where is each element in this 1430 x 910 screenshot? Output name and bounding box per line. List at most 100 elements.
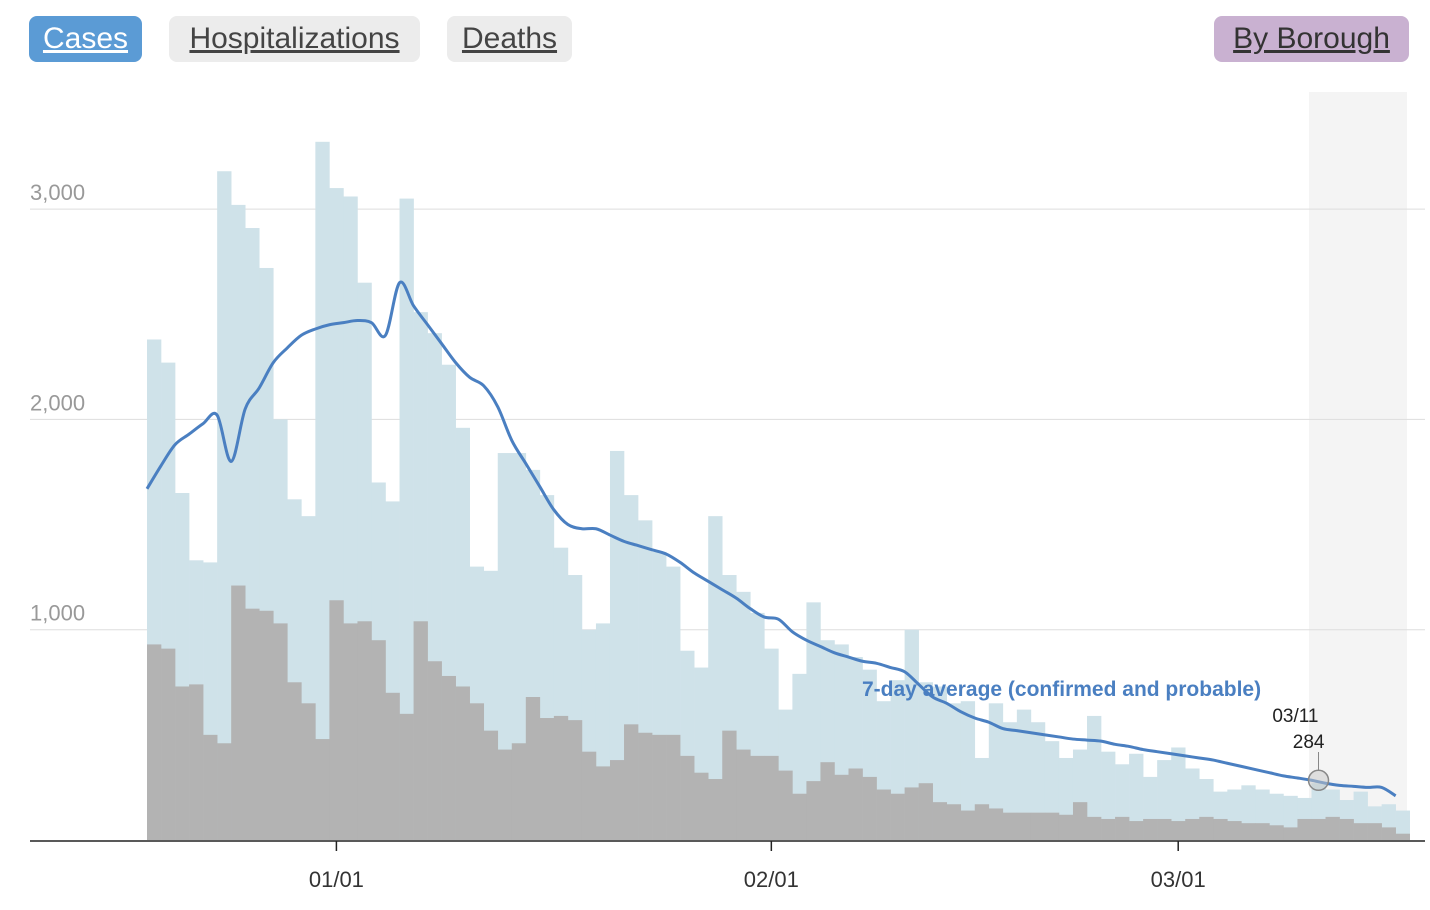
cases-bar <box>988 703 1004 840</box>
hospitalizations-tab-button[interactable]: Hospitalizations <box>169 16 420 62</box>
secondary-bar <box>203 734 218 840</box>
secondary-bar <box>1339 818 1354 840</box>
secondary-bar <box>1241 823 1256 840</box>
secondary-bar <box>175 686 190 840</box>
secondary-bar <box>904 787 919 840</box>
secondary-bar <box>1311 818 1326 840</box>
secondary-bar <box>553 715 569 840</box>
secondary-bar <box>1157 818 1172 840</box>
seven-day-average-line <box>145 280 1397 798</box>
secondary-bar <box>1129 821 1144 840</box>
secondary-bar <box>680 755 695 840</box>
secondary-bar <box>1297 818 1312 840</box>
secondary-bar <box>511 743 527 840</box>
y-tick-label: 3,000 <box>30 180 85 205</box>
hover-value-label: 284 <box>1293 732 1325 753</box>
secondary-bar <box>694 772 709 840</box>
recent-days-band <box>1309 92 1407 840</box>
cases-bar <box>1002 722 1018 840</box>
secondary-bar <box>792 793 807 840</box>
secondary-bar <box>1143 818 1158 840</box>
secondary-bar <box>455 686 470 840</box>
secondary-bar <box>778 770 793 840</box>
secondary-bar <box>1269 825 1284 840</box>
cases-bar <box>1395 810 1410 840</box>
secondary-bar <box>609 760 625 840</box>
secondary-bar <box>343 623 358 840</box>
cases-tab-button[interactable]: Cases <box>29 16 142 62</box>
secondary-bar <box>1325 816 1340 840</box>
secondary-bar <box>1044 812 1060 840</box>
secondary-bar <box>1072 802 1088 840</box>
cases-bar <box>609 450 625 840</box>
secondary-bar <box>624 724 639 840</box>
secondary-bar <box>876 789 891 840</box>
secondary-bar <box>890 793 905 840</box>
secondary-bar <box>638 732 653 840</box>
secondary-bar <box>483 730 499 840</box>
cases-bar <box>708 516 723 840</box>
secondary-bar <box>315 739 330 840</box>
secondary-bar <box>259 610 274 840</box>
cases-bar <box>497 453 513 840</box>
secondary-bar <box>231 585 246 840</box>
secondary-bar <box>1087 816 1102 840</box>
secondary-bar <box>1395 833 1410 840</box>
secondary-bar <box>820 762 835 840</box>
y-tick-label: 1,000 <box>30 601 85 626</box>
secondary-bar <box>862 776 877 840</box>
secondary-bar <box>848 768 863 840</box>
secondary-bar <box>329 600 344 840</box>
seven-day-average-label: 7-day average (confirmed and probable) <box>862 678 1261 701</box>
cases-bar <box>1087 715 1102 840</box>
secondary-bar <box>736 749 751 840</box>
secondary-bar <box>918 783 933 840</box>
secondary-bar <box>932 802 948 840</box>
secondary-bar <box>441 675 456 840</box>
secondary-bar <box>357 621 372 840</box>
secondary-bar <box>189 684 204 840</box>
secondary-bar <box>946 804 962 840</box>
secondary-bar <box>427 661 442 840</box>
secondary-bar <box>1213 818 1228 840</box>
secondary-bar <box>161 648 176 840</box>
secondary-bar <box>385 692 400 840</box>
deaths-tab-button[interactable]: Deaths <box>447 16 572 62</box>
cases-bar <box>932 686 948 840</box>
secondary-bar <box>1381 827 1396 840</box>
secondary-bar <box>1367 823 1382 840</box>
secondary-bar <box>1185 818 1200 840</box>
secondary-bar <box>1115 816 1130 840</box>
x-tick-label: 02/01 <box>744 867 799 892</box>
secondary-bar <box>960 810 976 840</box>
cases-bar <box>1016 709 1032 840</box>
secondary-bar <box>708 779 723 840</box>
cases-bar <box>1129 753 1144 840</box>
cases-bar <box>1171 747 1186 840</box>
secondary-bar <box>722 730 737 840</box>
cases-bar <box>1101 751 1116 840</box>
secondary-bar <box>1255 823 1270 840</box>
secondary-bar <box>1030 812 1046 840</box>
y-tick-label: 2,000 <box>30 390 85 415</box>
secondary-bar <box>834 774 849 840</box>
x-tick-label: 01/01 <box>309 867 364 892</box>
by-borough-button[interactable]: By Borough <box>1214 16 1409 62</box>
secondary-bar <box>497 749 513 840</box>
secondary-bar <box>245 608 260 840</box>
secondary-bar <box>413 621 428 840</box>
secondary-bar <box>666 734 681 840</box>
secondary-bar <box>287 682 302 840</box>
secondary-bar <box>595 766 611 840</box>
secondary-bar <box>273 623 288 840</box>
cases-bar <box>960 701 976 840</box>
secondary-bar <box>581 751 597 840</box>
secondary-bar <box>974 804 990 840</box>
secondary-bar <box>525 696 541 840</box>
cases-bar <box>217 171 232 841</box>
hover-date-label: 03/11 <box>1272 706 1318 727</box>
secondary-bar <box>652 734 667 840</box>
secondary-bar <box>147 644 162 840</box>
secondary-bar <box>399 713 414 840</box>
